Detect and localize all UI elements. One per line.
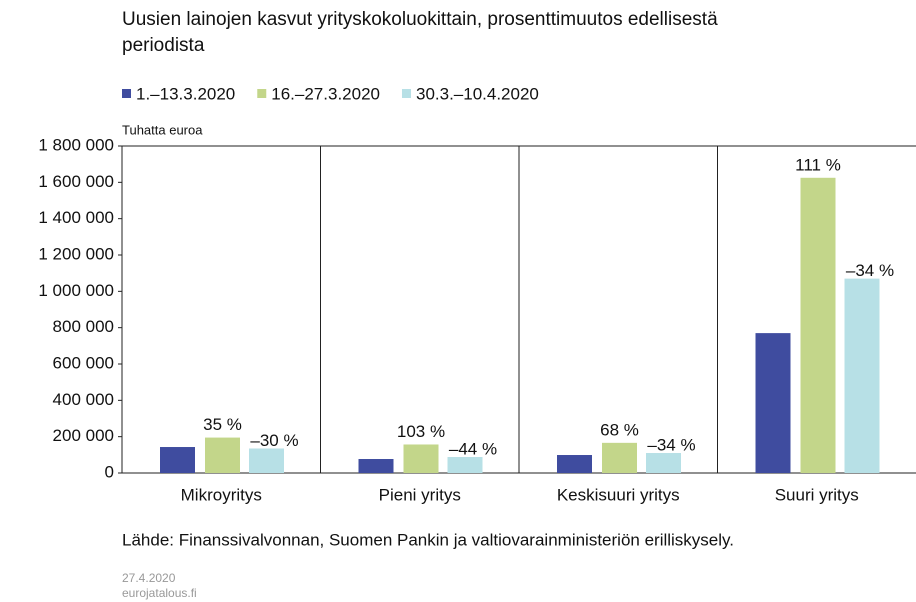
legend-swatch: [122, 89, 131, 98]
bar: [800, 177, 836, 473]
y-unit-label: Tuhatta euroa: [122, 122, 203, 137]
bar: [447, 457, 483, 473]
bar: [844, 278, 880, 473]
legend-label: 16.–27.3.2020: [271, 84, 380, 103]
change-label: 103 %: [397, 422, 445, 441]
bar: [755, 333, 791, 473]
y-tick-label: 600 000: [53, 353, 114, 372]
y-tick-label: 1 200 000: [38, 244, 114, 263]
bar: [249, 448, 284, 473]
y-tick-label: 800 000: [53, 317, 114, 336]
y-tick-label: 1 600 000: [38, 172, 114, 191]
x-tick-label: Keskisuuri yritys: [557, 485, 680, 504]
x-tick-label: Pieni yritys: [379, 485, 461, 504]
change-label: –44 %: [449, 439, 497, 458]
y-tick-label: 1 000 000: [38, 281, 114, 300]
bar: [160, 447, 195, 473]
legend-swatch: [401, 89, 411, 98]
change-label: 111 %: [795, 155, 841, 174]
change-label: –34 %: [846, 261, 894, 280]
y-tick-label: 400 000: [53, 390, 114, 409]
y-tick-label: 1 400 000: [38, 208, 114, 227]
bar: [358, 459, 394, 473]
change-label: 68 %: [600, 420, 639, 439]
bar: [403, 444, 439, 473]
date: 27.4.2020: [122, 571, 176, 585]
bar: [557, 455, 592, 473]
bar: [602, 442, 637, 473]
bar: [205, 437, 240, 473]
legend-label: 1.–13.3.2020: [136, 84, 235, 103]
legend-label: 30.3.–10.4.2020: [416, 84, 539, 103]
bar: [646, 453, 681, 473]
source: Lähde: Finanssivalvonnan, Suomen Pankin …: [122, 530, 734, 549]
change-label: 35 %: [203, 415, 242, 434]
change-label: –34 %: [647, 436, 695, 455]
y-tick-label: 1 800 000: [38, 135, 114, 154]
x-tick-label: Mikroyritys: [181, 485, 262, 504]
x-tick-label: Suuri yritys: [775, 485, 859, 504]
change-label: –30 %: [250, 431, 298, 450]
legend-swatch: [257, 89, 267, 98]
site: eurojatalous.fi: [122, 586, 197, 600]
y-tick-label: 200 000: [53, 426, 114, 445]
chart-title: Uusien lainojen kasvut yrityskokoluokitt…: [122, 9, 723, 56]
y-tick-label: 0: [105, 462, 114, 481]
